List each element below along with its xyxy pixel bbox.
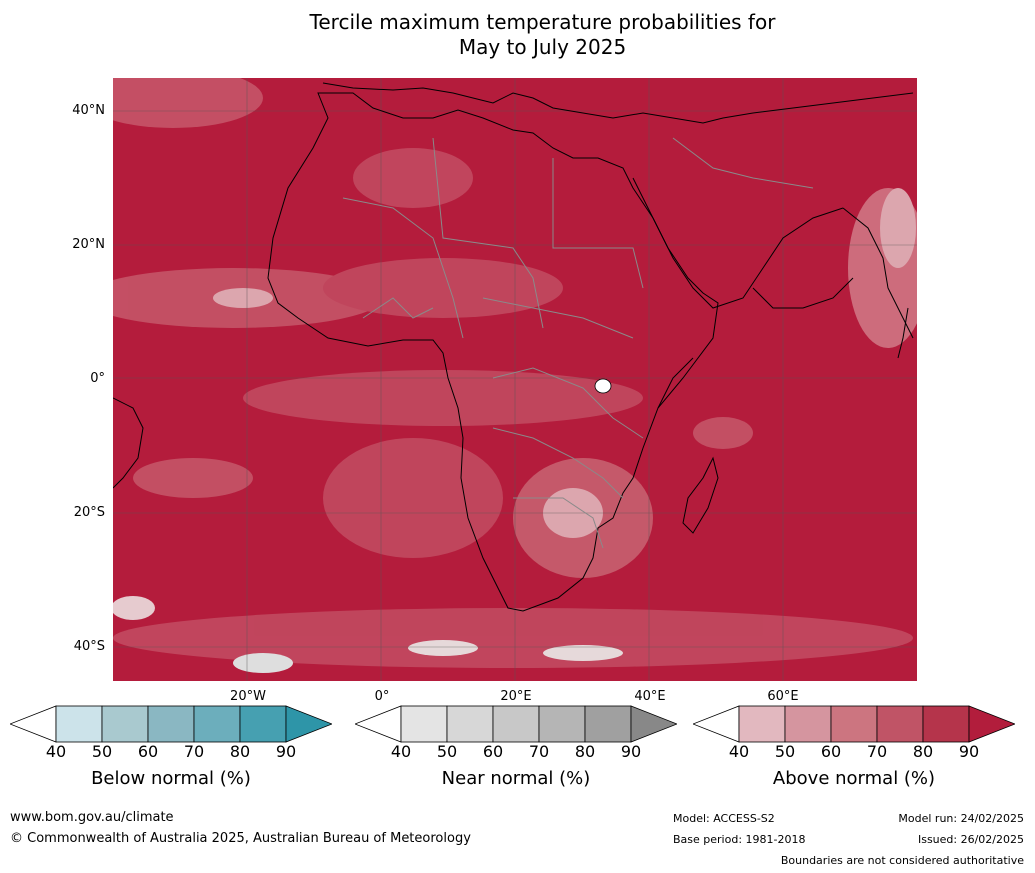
footer-base-period: Base period: 1981-2018 — [673, 833, 806, 846]
lat-label-0: 0° — [90, 371, 105, 386]
colorbar-tick-label: 70 — [183, 742, 205, 761]
colorbar-tick-label: 50 — [774, 742, 796, 761]
colorbar-extend-high — [968, 705, 1015, 743]
probability-map — [113, 78, 917, 681]
map-svg — [113, 78, 917, 681]
colorbar-tick-label: 40 — [728, 742, 750, 761]
colorbar-segment — [538, 705, 586, 743]
footer-issued: Issued: 26/02/2025 — [917, 833, 1024, 846]
footer-url: www.bom.gov.au/climate — [10, 810, 174, 825]
footer-disclaimer: Boundaries are not considered authoritat… — [780, 854, 1024, 867]
colorbar-tick-label: 80 — [912, 742, 934, 761]
colorbar-below-title: Below normal (%) — [91, 768, 251, 789]
colorbar-tick-label: 60 — [482, 742, 504, 761]
colorbar-segment — [738, 705, 786, 743]
colorbar-segment — [147, 705, 195, 743]
colorbar-segment — [492, 705, 540, 743]
colorbar-near-title: Near normal (%) — [441, 768, 591, 789]
lon-label-20e: 20°E — [500, 689, 532, 704]
gridlines — [113, 78, 917, 681]
colorbar-tick-label: 80 — [574, 742, 596, 761]
footer-copyright: © Commonwealth of Australia 2025, Austra… — [10, 831, 471, 846]
colorbar-above-normal — [693, 705, 1015, 743]
colorbar-tick-label: 50 — [91, 742, 113, 761]
colorbar-segment — [922, 705, 970, 743]
colorbar-tick-label: 50 — [436, 742, 458, 761]
colorbar-tick-label: 70 — [528, 742, 550, 761]
map-title-line2: May to July 2025 — [458, 35, 627, 59]
colorbar-extend-high — [285, 705, 332, 743]
lat-label-20s: 20°S — [73, 505, 105, 520]
lon-label-20w: 20°W — [230, 689, 266, 704]
colorbar-segment — [400, 705, 448, 743]
colorbar-tick-label: 90 — [275, 742, 297, 761]
map-title: Tercile maximum temperature probabilitie… — [0, 10, 1035, 60]
colorbar-extend-low — [355, 705, 402, 743]
lon-label-60e: 60°E — [767, 689, 799, 704]
colorbar-tick-label: 60 — [820, 742, 842, 761]
colorbar-tick-label: 60 — [137, 742, 159, 761]
colorbar-tick-label: 90 — [620, 742, 642, 761]
colorbar-segment — [239, 705, 287, 743]
colorbar-extend-high — [630, 705, 677, 743]
colorbar-near-svg — [355, 705, 677, 743]
map-title-line1: Tercile maximum temperature probabilitie… — [309, 10, 776, 34]
lon-label-40e: 40°E — [634, 689, 666, 704]
colorbar-tick-label: 70 — [866, 742, 888, 761]
colorbar-segment — [876, 705, 924, 743]
colorbar-below-svg — [10, 705, 332, 743]
colorbar-extend-low — [10, 705, 57, 743]
lat-label-40s: 40°S — [73, 639, 105, 654]
colorbar-segment — [784, 705, 832, 743]
lakes — [594, 378, 612, 394]
footer-model: Model: ACCESS-S2 — [673, 812, 775, 825]
colorbar-near-normal — [355, 705, 677, 743]
footer-model-run: Model run: 24/02/2025 — [898, 812, 1024, 825]
colorbar-segment — [584, 705, 632, 743]
colorbar-segment — [446, 705, 494, 743]
colorbar-tick-label: 90 — [958, 742, 980, 761]
lon-label-0: 0° — [374, 689, 390, 704]
lat-label-40n: 40°N — [72, 103, 105, 118]
colorbar-segment — [55, 705, 103, 743]
colorbar-above-svg — [693, 705, 1015, 743]
colorbar-tick-label: 40 — [390, 742, 412, 761]
contour-shading — [113, 78, 917, 668]
lat-label-20n: 20°N — [72, 237, 105, 252]
colorbar-tick-label: 80 — [229, 742, 251, 761]
colorbar-segment — [193, 705, 241, 743]
colorbar-below-normal — [10, 705, 332, 743]
colorbar-above-title: Above normal (%) — [772, 768, 936, 789]
country-borders — [342, 137, 814, 549]
coastlines — [113, 82, 914, 612]
colorbar-tick-label: 40 — [45, 742, 67, 761]
colorbar-segment — [101, 705, 149, 743]
colorbar-segment — [830, 705, 878, 743]
colorbar-extend-low — [693, 705, 740, 743]
